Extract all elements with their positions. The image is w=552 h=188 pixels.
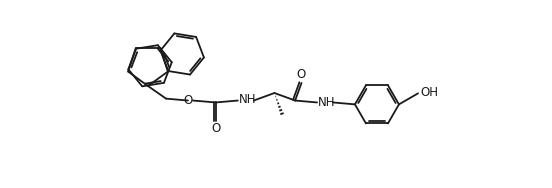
Text: O: O bbox=[211, 122, 220, 135]
Text: NH: NH bbox=[318, 96, 336, 109]
Text: OH: OH bbox=[420, 86, 438, 99]
Text: O: O bbox=[296, 68, 305, 81]
Text: O: O bbox=[183, 94, 193, 107]
Text: NH: NH bbox=[239, 93, 256, 106]
